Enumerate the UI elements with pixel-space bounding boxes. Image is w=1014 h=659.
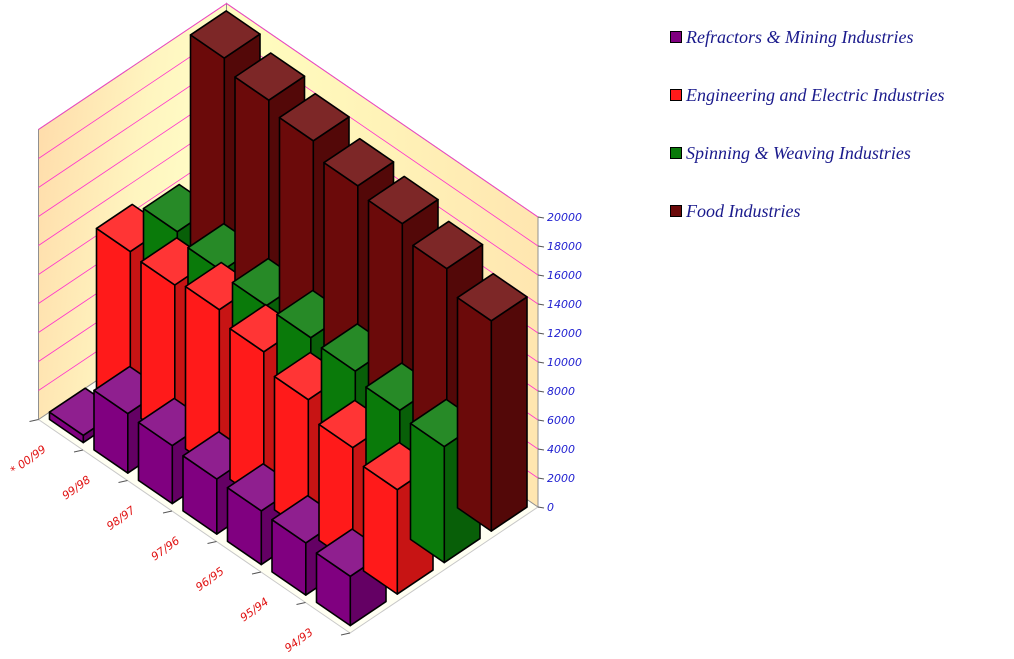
bar-face-top xyxy=(412,220,484,270)
legend-swatch-engineering xyxy=(670,89,682,101)
y-tick-mark xyxy=(537,361,545,364)
y-tick-mark xyxy=(537,506,545,509)
y-tick-label: 10000 xyxy=(547,356,582,369)
bar-face-top xyxy=(367,175,439,225)
legend-item-refractors: Refractors & Mining Industries xyxy=(670,8,1010,66)
y-tick-label: 0 xyxy=(547,501,554,514)
legend-label-refractors: Refractors & Mining Industries xyxy=(686,26,914,47)
x-tick-mark xyxy=(340,632,351,636)
y-tick-label: 6000 xyxy=(547,414,575,427)
legend-label-engineering: Engineering and Electric Industries xyxy=(686,84,945,105)
legend-item-food: Food Industries xyxy=(670,182,1010,240)
y-tick-mark xyxy=(537,245,545,248)
y-tick-label: 20000 xyxy=(547,211,582,224)
legend-swatch-food xyxy=(670,205,682,217)
x-tick-label: * 00/99 xyxy=(8,443,49,477)
y-tick-mark xyxy=(537,477,545,480)
x-tick-mark xyxy=(162,510,173,514)
legend-swatch-refractors xyxy=(670,31,682,43)
y-tick-mark xyxy=(537,448,545,451)
legend-label-food: Food Industries xyxy=(686,200,801,221)
x-tick-label: 98/97 xyxy=(104,504,137,533)
bar-face-left xyxy=(409,422,446,564)
y-tick-label: 14000 xyxy=(547,298,582,311)
bar-face-top xyxy=(323,137,395,187)
bar-face-front xyxy=(490,296,528,532)
x-tick-label: 95/94 xyxy=(238,595,271,624)
bar-face-left xyxy=(456,296,493,532)
y-tick-label: 12000 xyxy=(547,327,582,340)
x-tick-label: 97/96 xyxy=(149,534,182,563)
legend-label-spinning: Spinning & Weaving Industries xyxy=(686,142,911,163)
y-tick-label: 4000 xyxy=(547,443,575,456)
y-tick-mark xyxy=(537,274,545,277)
y-tick-mark xyxy=(537,216,545,219)
y-tick-mark xyxy=(537,419,545,422)
bar-face-top xyxy=(189,10,261,59)
y-tick-label: 2000 xyxy=(547,472,575,485)
y-tick-mark xyxy=(537,303,545,306)
bar-face-top xyxy=(278,92,350,142)
x-tick-mark xyxy=(118,480,128,483)
y-tick-label: 8000 xyxy=(547,385,575,398)
legend-item-engineering: Engineering and Electric Industries xyxy=(670,66,1010,124)
x-tick-label: 99/98 xyxy=(60,473,93,502)
bar-face-top xyxy=(234,52,306,101)
legend-item-spinning: Spinning & Weaving Industries xyxy=(670,124,1010,182)
y-tick-mark xyxy=(537,332,545,335)
y-tick-label: 16000 xyxy=(547,269,582,282)
x-tick-mark xyxy=(29,419,39,422)
bar xyxy=(456,272,528,532)
x-tick-mark xyxy=(251,571,262,575)
x-tick-mark xyxy=(207,541,217,544)
bar-face-top xyxy=(456,272,528,322)
gridline xyxy=(38,3,539,218)
bar xyxy=(315,528,387,627)
x-tick-label: 94/93 xyxy=(282,626,315,655)
x-tick-label: 96/95 xyxy=(193,565,226,594)
x-tick-mark xyxy=(73,449,84,453)
x-tick-mark xyxy=(296,602,306,605)
legend-swatch-spinning xyxy=(670,147,682,159)
y-tick-label: 18000 xyxy=(547,240,582,253)
y-tick-mark xyxy=(537,390,545,393)
legend: Refractors & Mining Industries Engineeri… xyxy=(670,8,1010,240)
